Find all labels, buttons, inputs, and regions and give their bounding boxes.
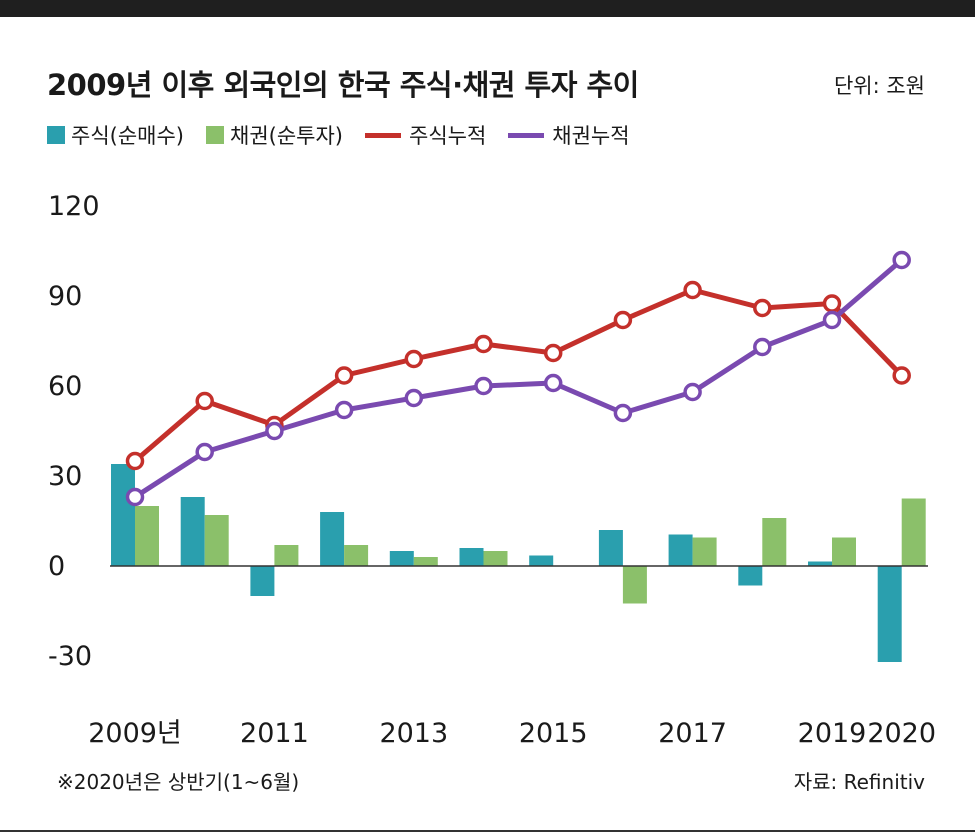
bond-bar [344,545,369,566]
bond-bar [204,515,229,566]
bond-bar [483,551,508,566]
stock-cumulative-point [892,366,911,385]
y-tick-label: 90 [48,281,82,312]
stock-bar [389,551,414,566]
y-tick-label: 60 [48,371,82,402]
y-tick-label: 0 [48,551,65,582]
x-tick-label: 2011 [240,718,309,749]
stock-bar [111,464,135,566]
x-tick-label: 2015 [519,718,588,749]
legend-swatch-stock-bar [47,126,65,144]
bond-bar [622,566,647,604]
bond-bar [832,537,856,566]
bottom-rule [0,830,975,832]
bond-bar [762,518,787,566]
top-banner-bar [0,0,975,17]
bond-cumulative-point [474,376,493,396]
bond-bar [274,545,299,566]
y-tick-label: 120 [48,191,100,222]
stock-bar [320,512,345,566]
x-tick-label: 2017 [658,718,727,749]
stock-bar [529,555,554,566]
stock-cumulative-point [474,334,493,354]
bond-cumulative-point [822,310,842,330]
x-tick-label: 2013 [379,718,448,749]
legend-swatch-stock-line [365,132,401,138]
legend: 주식(순매수) 채권(순투자) 주식누적 채권누적 [47,120,652,150]
legend-item-stock-line: 주식누적 [365,120,486,150]
stock-cumulative-point [334,366,354,385]
stock-cumulative-point [822,294,842,313]
bond-cumulative-point [195,442,214,462]
legend-swatch-bond-line [508,132,545,138]
source-label: 자료: Refinitiv [793,770,925,794]
chart-title: 2009년 이후 외국인의 한국 주식·채권 투자 추이 [47,68,639,102]
stock-cumulative-point [753,298,772,318]
legend-item-stock-bar: 주식(순매수) [47,120,184,150]
stock-cumulative-point [683,280,702,300]
bond-cumulative-point [613,403,633,423]
bond-bar [901,498,926,566]
stock-bar [877,566,902,662]
stock-cumulative-point [195,391,214,411]
y-tick-label: -30 [48,641,92,672]
y-tick-label: 30 [48,461,82,492]
stock-bar [180,497,205,566]
bond-cumulative-point [892,250,911,270]
bond-bar [135,506,159,566]
bond-bar [413,557,438,566]
bond-cumulative-point [404,388,424,408]
legend-label-stock-line: 주식누적 [409,124,487,148]
bond-cumulative-point [125,487,145,507]
legend-label-bond-bar: 채권(순투자) [230,124,343,148]
bond-cumulative-line [133,258,904,500]
stock-cumulative-point [404,349,424,369]
bond-cumulative-point [753,337,772,357]
stock-cumulative-point [543,343,563,363]
bond-cumulative-point [334,400,354,420]
x-tick-label: 2020 [867,718,936,749]
x-tick-label: 2009년 [88,718,182,749]
legend-item-bond-bar: 채권(순투자) [206,120,343,150]
stock-bar [250,566,275,596]
stock-bar [668,534,693,566]
x-tick-label: 2019 [798,718,867,749]
unit-label: 단위: 조원 [833,74,925,98]
bond-cumulative-point [543,373,563,393]
legend-item-bond-line: 채권누적 [508,120,630,150]
bond-cumulative-point [683,382,702,402]
footnote: ※2020년은 상반기(1~6월) [57,770,300,794]
legend-label-bond-line: 채권누적 [552,124,630,148]
legend-swatch-bond-bar [206,126,224,144]
legend-label-stock-bar: 주식(순매수) [71,124,184,148]
stock-cumulative-line [133,287,904,463]
stock-bar [808,561,832,566]
bond-bar [692,537,717,566]
stock-cumulative-point [613,310,633,330]
stock-bar [738,566,763,586]
stock-bar [598,530,623,566]
stock-bar [459,548,484,566]
stock-cumulative-point [125,451,145,471]
bond-cumulative-point [265,421,284,441]
